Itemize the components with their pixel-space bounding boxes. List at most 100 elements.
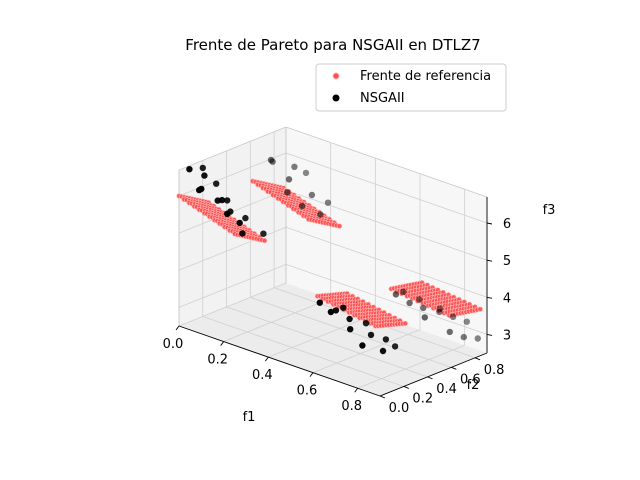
grid-line-y-floor (202, 316, 404, 387)
nsgaii-point (236, 219, 243, 227)
nsgaii-point (324, 199, 332, 206)
grid-line-y-floor (226, 306, 428, 378)
grid-line-z-left (178, 264, 287, 308)
nsgaii-point (460, 333, 467, 341)
nsgaii-point (269, 158, 276, 165)
legend: Frente de referencia NSGAII (315, 63, 507, 112)
y-tick (403, 386, 409, 389)
nsgaii-point (302, 169, 310, 177)
nsgaii-point (463, 318, 470, 325)
nsgaii-point (284, 189, 291, 196)
grid-line-x-floor (223, 298, 331, 342)
nsgaii-point (416, 296, 423, 303)
reference-point (336, 223, 343, 229)
nsgaii-point (391, 343, 399, 350)
y-axis-line (379, 352, 488, 397)
y-tick (427, 376, 433, 380)
x-axis-label: f1 (243, 410, 256, 425)
y-tick-label: 0.6 (460, 372, 481, 387)
nsgaii-point (400, 288, 407, 295)
y-tick (379, 395, 386, 399)
nsgaii-point (199, 164, 206, 172)
grid-line-z-back (285, 152, 488, 224)
x-tick (264, 356, 269, 362)
grid-line-z-back (285, 189, 488, 261)
nsgaii-point (201, 172, 208, 179)
z-tick (486, 333, 493, 336)
nsgaii-point (359, 342, 366, 349)
x-tick-label: 0.2 (207, 353, 228, 368)
z-tick-label: 4 (503, 291, 511, 306)
nsgaii-point (449, 313, 457, 320)
series-frente-de-referencia (176, 178, 483, 329)
nsgaii-point (382, 336, 390, 343)
nsgaii-point (367, 331, 375, 339)
legend-marker-nsgaii (332, 94, 340, 102)
x-tick (354, 387, 359, 393)
x-tick-label: 0.0 (163, 337, 184, 352)
nsgaii-point (198, 185, 205, 193)
x-tick (220, 341, 225, 346)
nsgaii-point (298, 202, 306, 210)
floor-pane (179, 283, 487, 396)
nsgaii-point (379, 347, 387, 355)
nsgaii-point (285, 176, 293, 183)
legend-marker-frente-de-referencia (332, 72, 340, 80)
legend-label-nsgaii: NSGAII (360, 91, 405, 106)
nsgaii-point (406, 299, 413, 307)
x-tick-label: 0.6 (297, 384, 318, 399)
grid-line-x-floor (312, 329, 421, 374)
z-tick (486, 259, 493, 262)
nsgaii-point (224, 197, 231, 204)
x-tick-label: 0.8 (341, 399, 362, 414)
legend-label-frente-de-referencia: Frente de referencia (360, 69, 491, 84)
chart-title: Frente de Pareto para NSGAII en DTLZ7 (185, 36, 480, 54)
nsgaii-point (213, 180, 220, 187)
nsgaii-point (347, 326, 354, 333)
nsgaii-point (474, 335, 481, 342)
nsgaii-point (332, 307, 340, 314)
nsgaii-point (436, 308, 443, 316)
legend-frame (315, 63, 507, 112)
y-tick (474, 357, 481, 361)
y-tick (451, 366, 457, 370)
reference-point (477, 306, 483, 312)
nsgaii-point (421, 314, 428, 321)
y-tick-label: 0.2 (412, 391, 433, 406)
z-tick-label: 6 (503, 217, 511, 232)
z-tick-label: 3 (503, 328, 511, 343)
nsgaii-point (420, 304, 427, 312)
nsgaii-point (260, 230, 267, 237)
z-axis-label: f3 (543, 203, 556, 218)
z-tick (486, 222, 493, 225)
nsgaii-point (308, 191, 316, 199)
pane-edge-top-back (285, 126, 488, 198)
nsgaii-point (242, 214, 249, 222)
y-tick-label: 0.0 (389, 401, 410, 416)
series-nsgaii (186, 156, 481, 355)
x-tick (309, 372, 314, 377)
grid-line-z-back (285, 264, 488, 335)
grid-line-z-left (178, 226, 287, 271)
reference-point (261, 237, 268, 244)
nsgaii-point (186, 166, 193, 173)
nsgaii-point (340, 304, 347, 311)
nsgaii-point (291, 163, 298, 170)
nsgaii-point (436, 305, 444, 312)
x-tick (175, 325, 180, 331)
nsgaii-point (446, 328, 453, 336)
x-tick-label: 0.4 (252, 368, 273, 383)
z-tick (486, 296, 493, 299)
nsgaii-point (317, 211, 324, 218)
grid-line-z-back (285, 226, 488, 298)
grid-line-x-floor (178, 282, 287, 327)
grid-line-x-floor (268, 313, 376, 358)
y-axis-label: f2 (467, 378, 480, 393)
x-axis-line (178, 325, 381, 397)
y-tick-label: 0.8 (484, 363, 505, 378)
grid-line-x-floor (357, 344, 465, 389)
nsgaii-point (327, 308, 335, 316)
y-tick-label: 0.4 (436, 382, 457, 397)
